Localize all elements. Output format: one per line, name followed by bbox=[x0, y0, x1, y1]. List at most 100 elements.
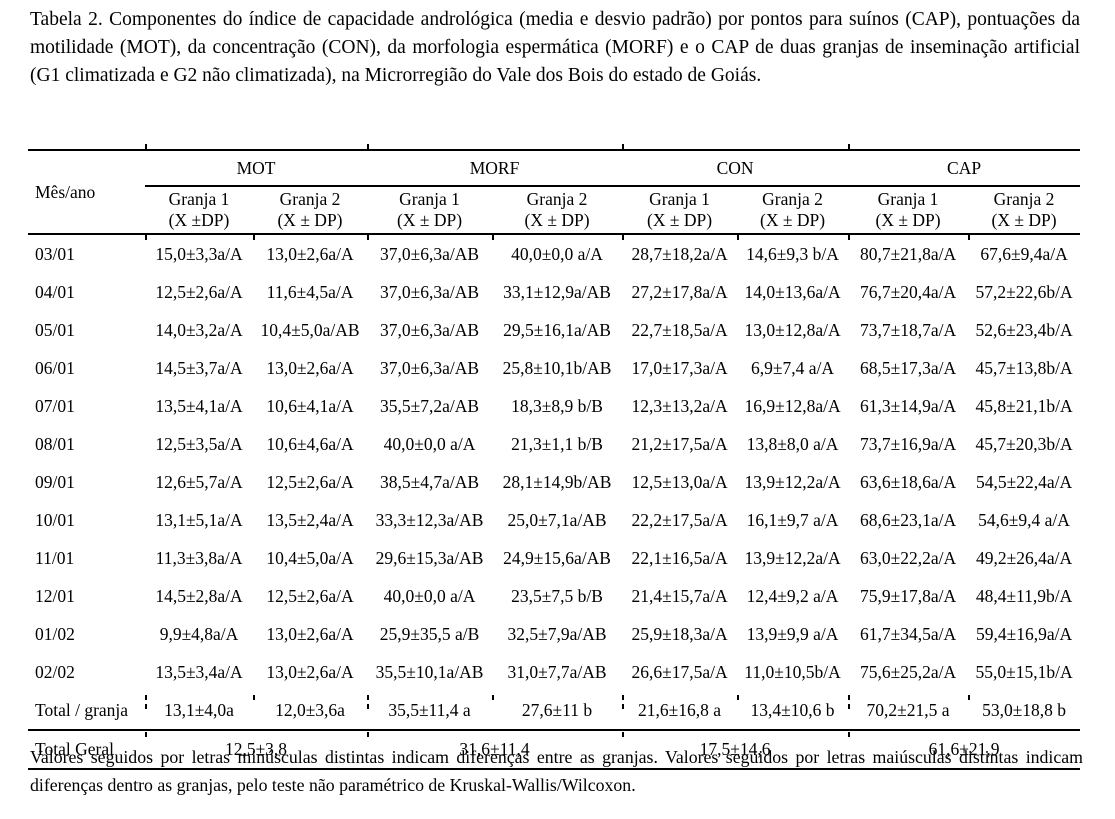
cell-border-tick bbox=[367, 704, 369, 709]
row-label: 07/01 bbox=[35, 395, 75, 416]
cell-border-tick bbox=[848, 144, 850, 149]
table-row: 11/01 11,3±3,8a/A 10,4±5,0a/A 29,6±15,3a/AB… bbox=[28, 539, 1080, 577]
data-cell: 57,2±22,6b/A bbox=[975, 281, 1073, 302]
data-cell: 27,6±11 b bbox=[521, 699, 593, 720]
data-cell: 49,2±26,4a/A bbox=[975, 547, 1073, 568]
row-label: 12/01 bbox=[35, 585, 75, 606]
row-label: 03/01 bbox=[35, 243, 75, 264]
cell-border-tick bbox=[367, 732, 369, 737]
table-row: 12/01 14,5±2,8a/A 12,5±2,6a/A 40,0±0,0 a/A 2… bbox=[28, 577, 1080, 615]
data-cell: 13,5±4,1a/A bbox=[155, 395, 243, 416]
data-cell: 12,3±13,2a/A bbox=[631, 395, 728, 416]
cell-border-tick bbox=[622, 144, 624, 149]
cell-border-tick bbox=[145, 732, 147, 737]
row-label: 09/01 bbox=[35, 471, 75, 492]
data-cell: 54,6±9,4 a/A bbox=[978, 509, 1070, 530]
data-cell: 11,6±4,5a/A bbox=[266, 281, 354, 302]
cell-border-tick bbox=[622, 704, 624, 709]
data-cell: 22,2±17,5a/A bbox=[631, 509, 728, 530]
data-cell: 29,5±16,1a/AB bbox=[503, 319, 611, 340]
data-cell: 29,6±15,3a/AB bbox=[375, 547, 484, 568]
row-label: 06/01 bbox=[35, 357, 75, 378]
total-geral-mot: 12,5±3,8 bbox=[145, 729, 368, 770]
col-header-cap-granja1: Granja 1 (X ± DP) bbox=[848, 186, 969, 235]
data-cell: 37,0±6,3a/AB bbox=[379, 243, 480, 264]
row-label: 11/01 bbox=[35, 547, 75, 568]
granja-label: Granja 2 bbox=[762, 188, 823, 209]
data-cell: 28,1±14,9b/AB bbox=[502, 471, 612, 492]
total-geral-con: 17,5±14,6 bbox=[622, 729, 849, 770]
row-label: 10/01 bbox=[35, 509, 75, 530]
data-cell: 73,7±16,9a/A bbox=[859, 433, 957, 454]
col-group-cap: CAP bbox=[848, 149, 1081, 187]
stat-label: (X ± DP) bbox=[524, 210, 590, 230]
cell-border-tick bbox=[367, 695, 369, 700]
data-cell: 40,0±0,0 a/A bbox=[383, 585, 476, 606]
cell-border-tick bbox=[737, 695, 739, 700]
table-row: 07/01 13,5±4,1a/A 10,6±4,1a/A 35,5±7,2a/AB 1… bbox=[28, 387, 1080, 425]
cell-border-tick bbox=[622, 732, 624, 737]
data-cell: 31,0±7,7a/AB bbox=[507, 661, 607, 682]
data-cell: 27,2±17,8a/A bbox=[631, 281, 728, 302]
data-cell: 10,6±4,1a/A bbox=[266, 395, 354, 416]
table-row: 04/01 12,5±2,6a/A 11,6±4,5a/A 37,0±6,3a/AB 3… bbox=[28, 273, 1080, 311]
data-cell: 12,5±3,5a/A bbox=[155, 433, 243, 454]
row-label: Total Geral bbox=[28, 729, 145, 770]
data-cell: 37,0±6,3a/AB bbox=[379, 281, 480, 302]
data-cell: 12,0±3,6a bbox=[275, 699, 345, 720]
table-header: Mês/ano MOT MORF CON CAP Granja 1 (X ±DP)… bbox=[28, 149, 1081, 235]
data-cell: 22,1±16,5a/A bbox=[631, 547, 728, 568]
data-cell: 21,6±16,8 a bbox=[638, 699, 722, 720]
cell-border-tick bbox=[145, 144, 147, 149]
data-cell: 22,7±18,5a/A bbox=[631, 319, 728, 340]
data-cell: 67,6±9,4a/A bbox=[980, 243, 1068, 264]
data-cell: 13,4±10,6 b bbox=[750, 699, 835, 720]
col-header-con-granja2: Granja 2 (X ± DP) bbox=[737, 186, 849, 235]
data-cell: 13,9±9,9 a/A bbox=[746, 623, 839, 644]
data-cell: 12,5±13,0a/A bbox=[631, 471, 728, 492]
data-cell: 73,7±18,7a/A bbox=[859, 319, 957, 340]
data-cell: 26,6±17,5a/A bbox=[631, 661, 728, 682]
data-cell: 75,9±17,8a/A bbox=[859, 585, 957, 606]
data-cell: 12,5±2,6a/A bbox=[266, 471, 354, 492]
col-header-mes-ano: Mês/ano bbox=[28, 149, 145, 235]
data-cell: 25,8±10,1b/AB bbox=[502, 357, 612, 378]
data-cell: 13,8±8,0 a/A bbox=[746, 433, 839, 454]
data-cell: 25,0±7,1a/AB bbox=[507, 509, 607, 530]
data-cell: 14,0±3,2a/A bbox=[155, 319, 243, 340]
data-cell: 16,9±12,8a/A bbox=[744, 395, 841, 416]
row-label: 05/01 bbox=[35, 319, 75, 340]
granja-label: Granja 1 bbox=[399, 188, 460, 209]
data-cell: 21,4±15,7a/A bbox=[631, 585, 728, 606]
table-footnote: Valores seguidos por letras minúsculas d… bbox=[30, 747, 1083, 795]
cell-border-tick bbox=[492, 235, 494, 240]
stat-label: (X ± DP) bbox=[397, 210, 463, 230]
data-cell: 54,5±22,4a/A bbox=[975, 471, 1073, 492]
col-header-morf-granja2: Granja 2 (X ± DP) bbox=[492, 186, 623, 235]
table-row: 08/01 12,5±3,5a/A 10,6±4,6a/A 40,0±0,0 a/A 2… bbox=[28, 425, 1080, 463]
data-cell: 9,9±4,8a/A bbox=[159, 623, 239, 644]
cell-border-tick bbox=[492, 695, 494, 700]
data-cell: 6,9±7,4 a/A bbox=[751, 357, 835, 378]
row-label: Total / granja bbox=[35, 699, 129, 720]
data-cell: 24,9±15,6a/AB bbox=[503, 547, 611, 568]
granja-label: Granja 1 bbox=[649, 188, 710, 209]
cell-border-tick bbox=[968, 235, 970, 240]
col-header-con-granja1: Granja 1 (X ± DP) bbox=[622, 186, 738, 235]
data-cell: 12,5±2,6a/A bbox=[266, 585, 354, 606]
table-row: Total / granja 13,1±4,0a 12,0±3,6a 35,5±11,… bbox=[28, 691, 1080, 730]
data-cell: 23,5±7,5 b/B bbox=[511, 585, 603, 606]
results-table-wrap: Mês/ano MOT MORF CON CAP Granja 1 (X ±DP)… bbox=[28, 144, 1081, 770]
table-row: 02/02 13,5±3,4a/A 13,0±2,6a/A 35,5±10,1a/AB… bbox=[28, 653, 1080, 691]
data-cell: 10,4±5,0a/AB bbox=[260, 319, 360, 340]
data-cell: 68,6±23,1a/A bbox=[859, 509, 957, 530]
data-cell: 13,0±2,6a/A bbox=[266, 661, 354, 682]
row-label: 01/02 bbox=[35, 623, 75, 644]
data-cell: 12,6±5,7a/A bbox=[155, 471, 243, 492]
cell-border-tick bbox=[145, 235, 147, 240]
table-row: 10/01 13,1±5,1a/A 13,5±2,4a/A 33,3±12,3a/AB… bbox=[28, 501, 1080, 539]
table-row: 03/01 15,0±3,3a/A 13,0±2,6a/A 37,0±6,3a/AB 4… bbox=[28, 234, 1080, 273]
table-body: 03/01 15,0±3,3a/A 13,0±2,6a/A 37,0±6,3a/AB 4… bbox=[28, 234, 1080, 730]
cell-border-tick bbox=[145, 704, 147, 709]
data-cell: 14,0±13,6a/A bbox=[744, 281, 841, 302]
